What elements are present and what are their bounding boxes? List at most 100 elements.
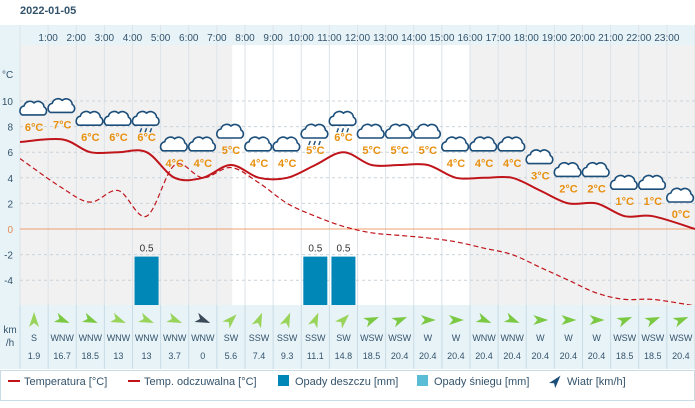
wind-arrow — [363, 316, 379, 328]
hour-label: 20:00 — [570, 33, 595, 44]
wind-speed-label: 18.5 — [82, 351, 100, 361]
cloud-icon — [497, 136, 526, 152]
wind-arrow — [138, 312, 154, 324]
cloud-icon — [244, 136, 273, 152]
hour-label: 3:00 — [95, 33, 115, 44]
wind-direction-label: SW — [336, 333, 351, 343]
wind-speed-label: 18.5 — [363, 351, 381, 361]
wind-arrow-icon — [533, 315, 549, 325]
wind-arrow — [644, 316, 661, 328]
wind-arrow — [308, 312, 319, 329]
cloud-icon — [637, 174, 667, 190]
wind-arrow-icon — [503, 312, 520, 324]
legend-snow-label: Opady śniegu [mm] — [434, 376, 529, 388]
wind-arrow — [503, 312, 520, 324]
y-tick-label: 2 — [7, 199, 13, 210]
wind-speed-label: 14.8 — [335, 351, 353, 361]
hour-label: 23:00 — [654, 33, 679, 44]
wind-direction-label: WSW — [669, 333, 692, 343]
y-tick-label: 8 — [7, 123, 13, 134]
wind-arrow-icon — [672, 316, 689, 328]
wind-direction-label: SW — [224, 333, 239, 343]
wind-speed-label: 20.4 — [672, 351, 690, 361]
wind-direction-label: WNW — [163, 333, 187, 343]
rain-value-label: 0.5 — [140, 244, 154, 255]
wind-arrow-icon — [53, 312, 70, 324]
temperature-label: 4°C — [278, 158, 297, 170]
raindrop-icon — [336, 127, 340, 133]
wind-speed-label: 11.1 — [307, 351, 324, 361]
rain-bar — [331, 256, 356, 305]
hour-label: 14:00 — [401, 33, 426, 44]
cloud-icon — [103, 110, 132, 126]
hour-label: 12:00 — [345, 33, 370, 44]
night-shade-left — [20, 45, 233, 305]
feels-like-line — [20, 158, 694, 305]
temperature-label: 3°C — [531, 171, 550, 183]
wind-speed-label: 20.4 — [588, 351, 606, 361]
wind-direction-label: WNW — [135, 333, 159, 343]
legend-band — [0, 369, 695, 408]
temperature-label: 6°C — [109, 132, 128, 144]
wind-arrow-icon — [138, 312, 154, 324]
temperature-label: 6°C — [81, 132, 100, 144]
wind-arrow-icon — [194, 312, 211, 324]
temperature-label: 4°C — [475, 158, 494, 170]
wind-arrow-icon — [251, 312, 263, 329]
wind-arrow-icon — [448, 315, 464, 325]
wind-direction-label: WNW — [50, 333, 74, 343]
hour-label: 2:00 — [67, 33, 87, 44]
temperature-label: 4°C — [165, 158, 184, 170]
legend-temperature-label: Temperatura [°C] — [24, 376, 107, 388]
hour-label: 21:00 — [598, 33, 623, 44]
wind-direction-label: WNW — [191, 333, 215, 343]
wind-direction-label: WSW — [360, 333, 383, 343]
wind-direction-label: SSW — [249, 333, 270, 343]
rain-bar — [134, 256, 159, 305]
legend-rain-swatch — [278, 375, 289, 386]
wind-speed-label: 16.7 — [53, 351, 71, 361]
raindrop-icon — [149, 127, 153, 133]
wind-speed-label: 13 — [142, 351, 152, 361]
wind-arrow-icon — [644, 316, 661, 328]
wind-arrow — [251, 312, 263, 329]
temperature-label: 6°C — [334, 132, 353, 144]
temperature-label: 2°C — [587, 183, 606, 195]
raindrop-icon — [318, 140, 321, 146]
wind-arrow-icon — [616, 316, 633, 328]
cloud-icon — [47, 97, 76, 114]
temperature-label: 2°C — [559, 183, 578, 195]
wind-speed-label: 9.3 — [281, 351, 294, 361]
wind-arrow-icon — [166, 312, 183, 324]
cloud-icon — [525, 149, 554, 165]
wind-arrow-icon — [420, 315, 436, 325]
temperature-line — [20, 138, 695, 230]
wind-speed-label: 18.5 — [616, 351, 634, 361]
forecast-date: 2022-01-05 — [20, 5, 77, 17]
wind-arrow — [110, 312, 126, 324]
raindrop-icon — [341, 127, 345, 133]
wind-arrow — [279, 312, 291, 329]
wind-arrow-icon — [222, 314, 237, 329]
wind-direction-label: WNW — [79, 333, 103, 343]
legend-snow-swatch — [417, 375, 428, 386]
cloud-icon — [19, 100, 48, 116]
wind-unit-label: km — [3, 325, 16, 336]
hour-label: 8:00 — [235, 33, 255, 44]
temperature-label: 5°C — [362, 145, 381, 157]
time-header-band — [0, 25, 695, 47]
wind-direction-label: WSW — [388, 333, 411, 343]
wind-arrow-icon — [279, 312, 291, 329]
hour-label: 22:00 — [626, 33, 651, 44]
wind-arrow-icon — [29, 312, 40, 327]
raindrop-icon — [144, 127, 148, 133]
wind-direction-label: WNW — [500, 333, 524, 343]
hour-label: 15:00 — [429, 33, 454, 44]
hour-label: 9:00 — [263, 33, 283, 44]
hour-label: 16:00 — [457, 33, 482, 44]
hour-label: 17:00 — [486, 33, 511, 44]
hour-label: 11:00 — [317, 33, 342, 44]
wind-direction-label: WSW — [641, 333, 664, 343]
